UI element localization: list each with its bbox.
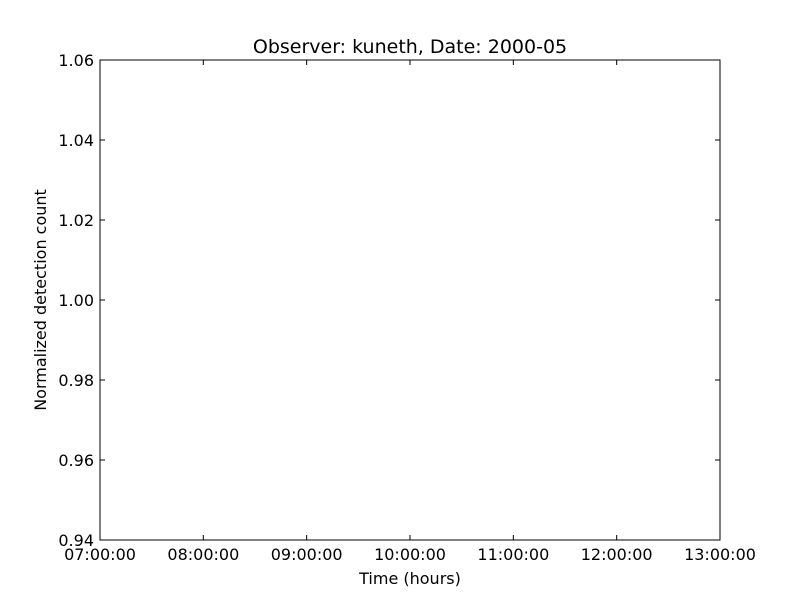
y-tick: 1.02 — [58, 211, 720, 230]
y-tick: 0.98 — [58, 371, 720, 390]
y-tick-label: 0.96 — [58, 451, 94, 470]
y-axis-label: Normalized detection count — [31, 189, 50, 411]
x-tick-label: 13:00:00 — [684, 545, 756, 564]
x-axis-ticks: 07:00:00 08:00:00 09:00:00 10:00:00 11:00:00… — [64, 60, 756, 564]
y-tick-label: 0.94 — [58, 531, 94, 550]
y-tick: 1.00 — [58, 291, 720, 310]
y-tick-label: 1.06 — [58, 51, 94, 70]
y-tick: 1.04 — [58, 131, 720, 150]
y-tick-label: 0.98 — [58, 371, 94, 390]
x-tick: 08:00:00 — [167, 60, 239, 564]
x-tick: 10:00:00 — [374, 60, 446, 564]
y-tick-label: 1.04 — [58, 131, 94, 150]
chart-title: Observer: kuneth, Date: 2000-05 — [253, 36, 567, 58]
y-tick-label: 1.02 — [58, 211, 94, 230]
x-tick: 09:00:00 — [271, 60, 343, 564]
x-tick-label: 07:00:00 — [64, 545, 136, 564]
x-tick-label: 12:00:00 — [581, 545, 653, 564]
x-tick-label: 08:00:00 — [167, 545, 239, 564]
x-axis-label: Time (hours) — [358, 569, 461, 588]
y-tick-label: 1.00 — [58, 291, 94, 310]
x-tick-label: 10:00:00 — [374, 545, 446, 564]
x-tick: 12:00:00 — [581, 60, 653, 564]
x-tick-label: 11:00:00 — [477, 545, 549, 564]
plot-area-frame — [99, 59, 721, 541]
x-tick-label: 09:00:00 — [271, 545, 343, 564]
x-tick: 11:00:00 — [477, 60, 549, 564]
y-tick: 0.96 — [58, 451, 720, 470]
